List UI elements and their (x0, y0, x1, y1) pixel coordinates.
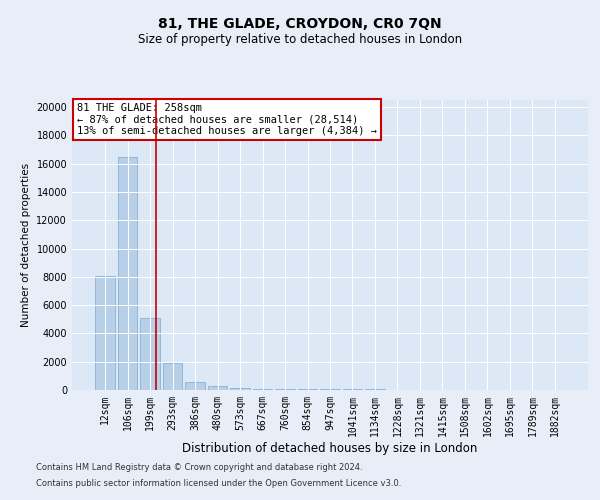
Text: Contains HM Land Registry data © Crown copyright and database right 2024.: Contains HM Land Registry data © Crown c… (36, 464, 362, 472)
Text: Size of property relative to detached houses in London: Size of property relative to detached ho… (138, 32, 462, 46)
Bar (275, 389, 295, 390)
Bar (118, 156, 137, 390)
Text: 81, THE GLADE, CROYDON, CR0 7QN: 81, THE GLADE, CROYDON, CR0 7QN (158, 18, 442, 32)
Bar (163, 363, 182, 390)
Bar (365, 389, 385, 390)
Bar (208, 386, 227, 390)
Bar (185, 382, 205, 390)
Text: 81 THE GLADE: 258sqm
← 87% of detached houses are smaller (28,514)
13% of semi-d: 81 THE GLADE: 258sqm ← 87% of detached h… (77, 103, 377, 136)
Text: Contains public sector information licensed under the Open Government Licence v3: Contains public sector information licen… (36, 478, 401, 488)
Bar (253, 388, 272, 390)
Bar (230, 388, 250, 390)
Bar (320, 389, 340, 390)
X-axis label: Distribution of detached houses by size in London: Distribution of detached houses by size … (182, 442, 478, 454)
Y-axis label: Number of detached properties: Number of detached properties (21, 163, 31, 327)
Bar (140, 318, 160, 390)
Bar (95, 276, 115, 390)
Bar (298, 389, 317, 390)
Bar (343, 389, 362, 390)
